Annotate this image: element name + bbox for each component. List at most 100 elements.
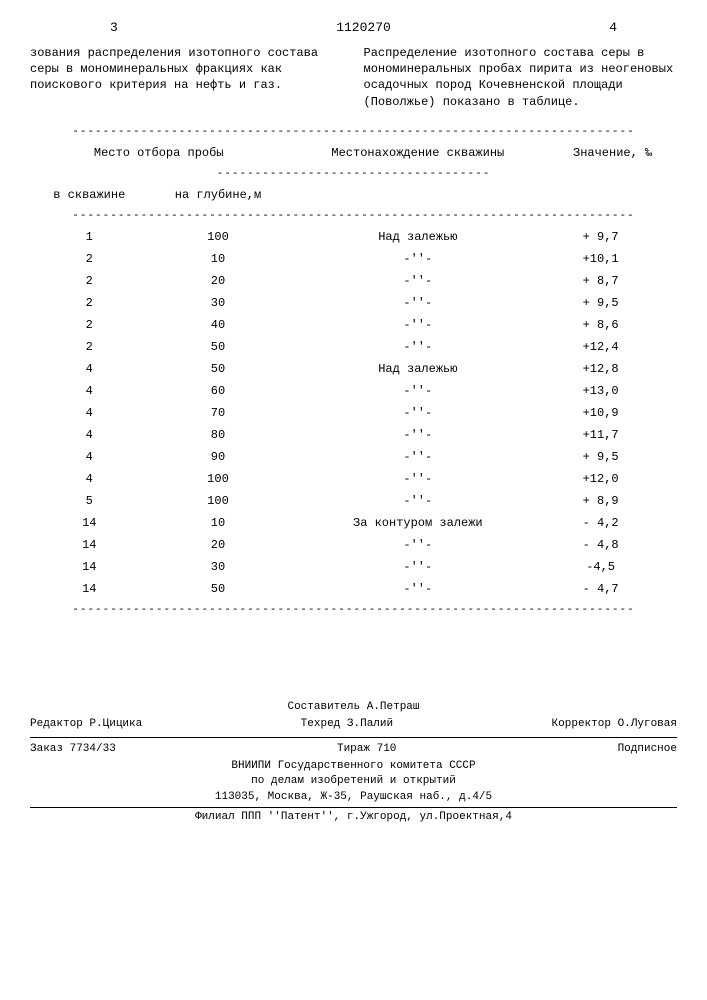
cell-loc: -''-: [287, 578, 548, 600]
intro-columns: зования распределения изотопного состава…: [30, 45, 677, 110]
dash-line: ----------------------------------------…: [30, 206, 677, 226]
table-row: 1420-''-- 4,8: [30, 534, 677, 556]
cell-well: 4: [30, 446, 149, 468]
cell-well: 4: [30, 402, 149, 424]
cell-loc: -''-: [287, 292, 548, 314]
cell-val: + 9,5: [548, 292, 677, 314]
cell-val: -4,5: [548, 556, 677, 578]
cell-loc: -''-: [287, 402, 548, 424]
dash-line: ------------------------------------: [30, 164, 677, 184]
cell-val: - 4,7: [548, 578, 677, 600]
cell-depth: 20: [149, 534, 288, 556]
table-row: 250-''-+12,4: [30, 336, 677, 358]
order: Заказ 7734/33: [30, 742, 116, 757]
cell-depth: 10: [149, 248, 288, 270]
cell-well: 2: [30, 270, 149, 292]
cell-depth: 50: [149, 336, 288, 358]
org2: по делам изобретений и открытий: [30, 774, 677, 789]
th-well: в скважине: [30, 184, 149, 206]
cell-well: 14: [30, 578, 149, 600]
cell-val: + 8,9: [548, 490, 677, 512]
table-row: 210-''-+10,1: [30, 248, 677, 270]
cell-loc: Над залежью: [287, 226, 548, 248]
para-right: Распределение изотопного состава серы в …: [364, 45, 678, 110]
tirazh: Тираж 710: [337, 742, 396, 757]
cell-loc: За контуром залежи: [287, 512, 548, 534]
editor: Р.Цицика: [89, 718, 142, 730]
table-row: 1410За контуром залежи- 4,2: [30, 512, 677, 534]
cell-val: +12,8: [548, 358, 677, 380]
doc-number: 1120270: [118, 20, 609, 35]
table-row: 240-''-+ 8,6: [30, 314, 677, 336]
table-row: 1430-''--4,5: [30, 556, 677, 578]
cell-loc: -''-: [287, 468, 548, 490]
cell-loc: -''-: [287, 314, 548, 336]
cell-depth: 70: [149, 402, 288, 424]
table-row: 490-''-+ 9,5: [30, 446, 677, 468]
cell-depth: 30: [149, 556, 288, 578]
cell-well: 1: [30, 226, 149, 248]
cell-loc: -''-: [287, 380, 548, 402]
cell-depth: 100: [149, 226, 288, 248]
cell-well: 14: [30, 556, 149, 578]
page-header: 3 1120270 4: [30, 20, 677, 35]
cell-well: 2: [30, 248, 149, 270]
cell-well: 2: [30, 314, 149, 336]
addr2: Филиал ППП ''Патент'', г.Ужгород, ул.Про…: [30, 810, 677, 825]
compiler: А.Петраш: [367, 701, 420, 713]
cell-loc: -''-: [287, 446, 548, 468]
footer: Составитель А.Петраш Редактор Р.Цицика Т…: [30, 700, 677, 826]
cell-depth: 20: [149, 270, 288, 292]
cell-well: 4: [30, 468, 149, 490]
cell-val: +10,9: [548, 402, 677, 424]
cell-well: 4: [30, 380, 149, 402]
corrector-label: Корректор: [552, 718, 611, 730]
table-row: 5100-''-+ 8,9: [30, 490, 677, 512]
cell-loc: -''-: [287, 336, 548, 358]
cell-well: 14: [30, 534, 149, 556]
cell-well: 4: [30, 358, 149, 380]
cell-well: 4: [30, 424, 149, 446]
cell-loc: -''-: [287, 556, 548, 578]
cell-loc: -''-: [287, 248, 548, 270]
cell-depth: 30: [149, 292, 288, 314]
th-val: Значение, ‰: [548, 142, 677, 164]
data-table: ----------------------------------------…: [30, 122, 677, 620]
table-row: 450Над залежью+12,8: [30, 358, 677, 380]
cell-well: 2: [30, 336, 149, 358]
techred: З.Палий: [347, 718, 393, 730]
cell-depth: 100: [149, 490, 288, 512]
cell-val: +13,0: [548, 380, 677, 402]
dash-line: ----------------------------------------…: [30, 122, 677, 142]
cell-val: + 8,6: [548, 314, 677, 336]
table-row: 470-''-+10,9: [30, 402, 677, 424]
table-row: 1450-''-- 4,7: [30, 578, 677, 600]
cell-well: 14: [30, 512, 149, 534]
cell-depth: 80: [149, 424, 288, 446]
compiler-label: Составитель: [287, 701, 360, 713]
page-right: 4: [609, 20, 617, 35]
cell-well: 5: [30, 490, 149, 512]
table-row: 230-''-+ 9,5: [30, 292, 677, 314]
page-left: 3: [110, 20, 118, 35]
techred-label: Техред: [301, 718, 341, 730]
cell-val: +12,0: [548, 468, 677, 490]
cell-loc: -''-: [287, 490, 548, 512]
table-row: 480-''-+11,7: [30, 424, 677, 446]
th-group: Место отбора пробы: [30, 142, 287, 164]
cell-well: 2: [30, 292, 149, 314]
editor-label: Редактор: [30, 718, 83, 730]
addr1: 113035, Москва, Ж-35, Раушская наб., д.4…: [30, 790, 677, 805]
podpisnoe: Подписное: [618, 742, 677, 757]
dash-line: ----------------------------------------…: [30, 600, 677, 620]
corrector: О.Луговая: [618, 718, 677, 730]
para-left: зования распределения изотопного состава…: [30, 45, 344, 110]
cell-depth: 50: [149, 358, 288, 380]
cell-val: + 9,5: [548, 446, 677, 468]
cell-val: +10,1: [548, 248, 677, 270]
cell-depth: 50: [149, 578, 288, 600]
cell-depth: 10: [149, 512, 288, 534]
cell-depth: 40: [149, 314, 288, 336]
cell-loc: -''-: [287, 270, 548, 292]
table-row: 220-''-+ 8,7: [30, 270, 677, 292]
